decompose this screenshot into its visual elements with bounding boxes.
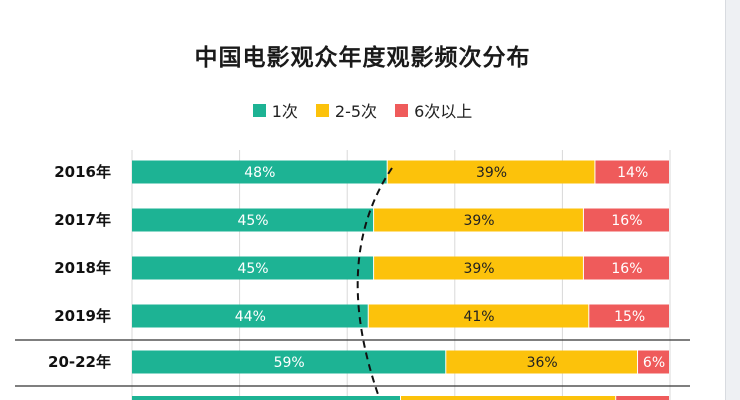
legend-swatch-1 — [252, 103, 266, 117]
bar-1-0 — [132, 208, 374, 232]
bar-label-0-1: 39% — [476, 165, 507, 181]
legend-item-1: 1次 — [252, 98, 298, 122]
bar-0-1 — [387, 160, 595, 184]
bar-peek-2 — [616, 396, 669, 400]
legend-item-3: 6次以上 — [395, 98, 472, 122]
bar-label-2-0: 45% — [237, 261, 268, 277]
bar-3-1 — [368, 304, 589, 328]
bar-label-1-0: 45% — [237, 213, 268, 229]
legend-label-1: 1次 — [271, 102, 298, 121]
bar-1-1 — [374, 208, 583, 232]
category-label-0: 2016年 — [54, 163, 111, 181]
bar-4-2 — [638, 350, 669, 374]
bar-3-2 — [589, 304, 669, 328]
bar-label-1-2: 16% — [611, 213, 642, 229]
bar-label-1-1: 39% — [463, 213, 494, 229]
bar-label-0-2: 14% — [617, 165, 648, 181]
legend-label-3: 6次以上 — [414, 102, 473, 121]
bar-label-3-2: 15% — [614, 309, 645, 325]
bar-label-3-0: 44% — [235, 309, 266, 325]
chart-title: 中国电影观众年度观影频次分布 — [194, 45, 531, 71]
bar-2-1 — [374, 256, 583, 280]
bar-1-2 — [583, 208, 669, 232]
bar-label-2-2: 16% — [611, 261, 642, 277]
legend-item-2: 2-5次 — [315, 98, 378, 122]
bar-label-2-1: 39% — [463, 261, 494, 277]
legend: 1次 2-5次 6次以上 — [0, 98, 725, 122]
category-label-1: 2017年 — [54, 211, 111, 229]
bar-label-3-1: 41% — [463, 309, 494, 325]
category-label-3: 2019年 — [54, 307, 111, 325]
bar-label-4-0: 59% — [274, 355, 305, 371]
bar-label-4-1: 36% — [527, 355, 558, 371]
bar-3-0 — [132, 304, 368, 328]
bar-peek-0 — [132, 396, 400, 400]
bar-peek-1 — [401, 396, 616, 400]
dashed-arc-annotation — [356, 167, 393, 400]
bar-2-0 — [132, 256, 374, 280]
scrollbar-edge — [725, 0, 740, 400]
legend-swatch-2 — [315, 103, 329, 117]
category-label-2: 2018年 — [54, 259, 111, 277]
bar-0-2 — [595, 160, 669, 184]
bar-label-4-2: 6% — [643, 355, 665, 371]
legend-label-2: 2-5次 — [334, 102, 378, 121]
bar-2-2 — [583, 256, 669, 280]
bar-4-1 — [446, 350, 638, 374]
bar-label-0-0: 48% — [244, 165, 275, 181]
bar-0-0 — [132, 160, 387, 184]
category-label-4: 20-22年 — [48, 353, 111, 371]
legend-swatch-3 — [395, 103, 409, 117]
